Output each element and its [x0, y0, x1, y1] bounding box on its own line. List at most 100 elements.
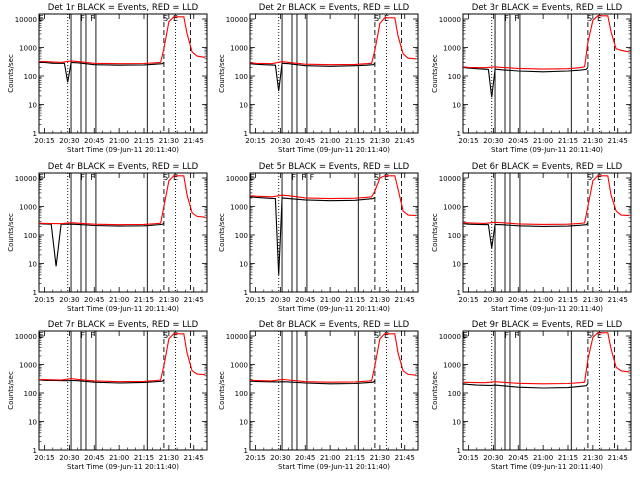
marker-annotation: E [463, 331, 468, 340]
detector-panel-3: Det 3r BLACK = Events, RED = LLD 1 10 100 10… [431, 3, 632, 154]
detector-panel-2: Det 2r BLACK = Events, RED = LLD 1 10 100 10… [218, 3, 419, 154]
x-axis-label: Start Time (09-Jun-11 20:11:40) [491, 305, 603, 313]
marker-annotation: E [173, 331, 178, 340]
events-series-line [249, 62, 376, 91]
x-axis-label: Start Time (09-Jun-11 20:11:40) [67, 305, 179, 313]
y-tick-label: 1000 [230, 362, 248, 370]
x-axis-label: Start Time (09-Jun-11 20:11:40) [491, 146, 603, 154]
marker-annotation: F [90, 331, 95, 340]
x-tick-label: 20:45 [84, 454, 104, 462]
x-tick-label: 20:45 [84, 137, 104, 145]
detector-panel-8: Det 8r BLACK = Events, RED = LLD 1 10 100 10… [218, 320, 419, 471]
y-tick-label: 1 [33, 130, 37, 138]
detector-panel-9: Det 9r BLACK = Events, RED = LLD 1 10 100 10… [431, 320, 632, 471]
x-tick-label: 21:15 [558, 454, 578, 462]
panel-frame [249, 13, 419, 134]
y-axis-label: Counts/sec [7, 371, 15, 410]
y-tick-label: 100 [235, 390, 248, 398]
y-tick-label: 1000 [19, 362, 37, 370]
events-series-line [462, 222, 589, 249]
marker-annotation: F [504, 14, 509, 23]
x-axis-label: Start Time (09-Jun-11 20:11:40) [278, 305, 390, 313]
panel-frame [38, 13, 208, 134]
x-tick-label: 21:30 [583, 296, 603, 304]
x-tick-label: 20:30 [270, 137, 290, 145]
events-series-line [462, 383, 589, 389]
x-tick-label: 20:30 [59, 137, 79, 145]
x-tick-label: 20:30 [59, 296, 79, 304]
events-series-line [249, 196, 376, 275]
panel-frame [462, 330, 632, 451]
y-tick-label: 100 [235, 73, 248, 81]
lld-series-line [249, 333, 417, 383]
x-tick-label: 21:30 [370, 454, 390, 462]
y-tick-label: 1000 [443, 362, 461, 370]
events-series-line [38, 222, 165, 267]
y-tick-label: 10000 [15, 175, 37, 183]
x-tick-label: 20:45 [295, 454, 315, 462]
marker-annotation: E [39, 14, 44, 23]
x-tick-label: 20:45 [295, 296, 315, 304]
x-tick-label: 21:45 [395, 137, 415, 145]
marker-annotation: E [173, 14, 178, 23]
x-tick-label: 21:15 [134, 137, 154, 145]
x-tick-label: 21:00 [320, 137, 340, 145]
marker-annotation: S [587, 331, 592, 340]
panel-frame [249, 330, 419, 451]
x-tick-label: 20:30 [483, 137, 503, 145]
x-tick-label: 21:15 [345, 137, 365, 145]
y-tick-label: 10000 [226, 175, 248, 183]
marker-annotation: S [163, 331, 168, 340]
x-tick-label: 21:30 [370, 296, 390, 304]
y-tick-label: 100 [24, 73, 37, 81]
y-tick-label: 1 [244, 130, 248, 138]
y-tick-label: 1 [33, 447, 37, 455]
marker-annotation: F [80, 173, 85, 182]
marker-annotation: F [301, 173, 306, 182]
x-tick-label: 20:15 [34, 137, 54, 145]
panel-title: Det 5r BLACK = Events, RED = LLD [259, 162, 410, 172]
panel-frame [462, 13, 632, 134]
x-tick-label: 21:00 [109, 454, 129, 462]
detector-panel-4: Det 4r BLACK = Events, RED = LLD 1 10 100 10… [7, 162, 208, 313]
marker-annotation: E [384, 173, 389, 182]
y-axis-label: Counts/sec [431, 213, 439, 252]
y-tick-label: 10 [452, 102, 461, 110]
x-tick-label: 20:30 [483, 454, 503, 462]
lld-series-line [462, 332, 630, 385]
y-tick-label: 10 [452, 261, 461, 269]
x-axis-label: Start Time (09-Jun-11 20:11:40) [278, 463, 390, 471]
x-tick-label: 21:00 [109, 137, 129, 145]
marker-annotation: E [597, 173, 602, 182]
x-tick-label: 21:00 [320, 296, 340, 304]
panel-frame [462, 172, 632, 293]
x-tick-label: 21:30 [159, 296, 179, 304]
y-axis-label: Counts/sec [431, 54, 439, 93]
x-tick-label: 21:45 [608, 137, 628, 145]
x-tick-label: 21:15 [558, 137, 578, 145]
x-tick-label: 21:45 [395, 454, 415, 462]
x-tick-label: 20:30 [483, 296, 503, 304]
marker-annotation: S [374, 173, 379, 182]
events-series-line [462, 66, 589, 98]
marker-annotation: E [384, 14, 389, 23]
x-tick-label: 21:15 [558, 296, 578, 304]
panel-title: Det 3r BLACK = Events, RED = LLD [472, 3, 623, 13]
marker-annotation: S [374, 14, 379, 23]
x-tick-label: 21:30 [583, 137, 603, 145]
y-axis-label: Counts/sec [218, 213, 226, 252]
panel-title: Det 4r BLACK = Events, RED = LLD [48, 162, 199, 172]
y-axis-label: Counts/sec [431, 371, 439, 410]
x-tick-label: 20:15 [245, 454, 265, 462]
marker-annotation: F [90, 173, 95, 182]
y-tick-label: 1 [457, 130, 461, 138]
y-tick-label: 10 [239, 102, 248, 110]
y-tick-label: 10000 [15, 333, 37, 341]
lld-series-line [38, 333, 206, 383]
x-tick-label: 21:30 [159, 454, 179, 462]
x-tick-label: 20:15 [34, 454, 54, 462]
y-tick-label: 10 [239, 261, 248, 269]
x-tick-label: 20:30 [59, 454, 79, 462]
x-tick-label: 21:45 [608, 296, 628, 304]
x-tick-label: 21:45 [395, 296, 415, 304]
